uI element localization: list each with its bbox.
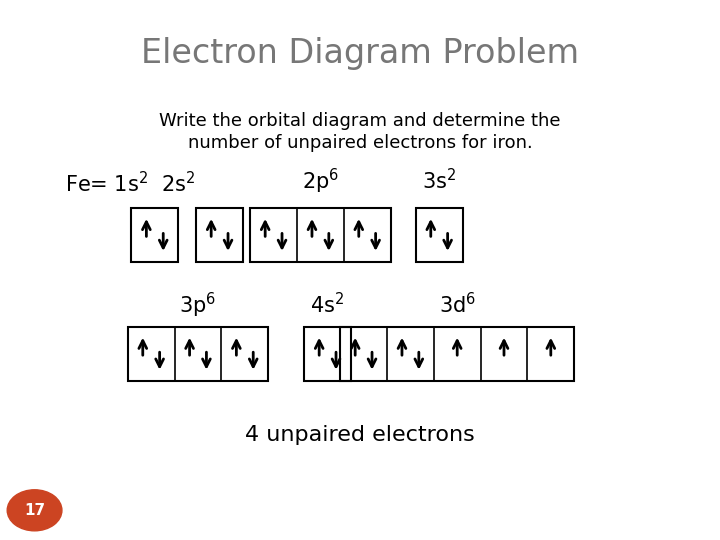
Text: 3s$^2$: 3s$^2$: [422, 168, 456, 193]
Text: 3d$^6$: 3d$^6$: [438, 293, 476, 318]
Bar: [128, 327, 269, 381]
Text: 4 unpaired electrons: 4 unpaired electrons: [245, 424, 475, 445]
Bar: [132, 208, 179, 262]
Text: 3p$^6$: 3p$^6$: [179, 291, 217, 320]
Circle shape: [7, 490, 62, 531]
Text: 17: 17: [24, 503, 45, 518]
Bar: [304, 327, 351, 381]
Text: Electron Diagram Problem: Electron Diagram Problem: [141, 37, 579, 71]
Text: Write the orbital diagram and determine the: Write the orbital diagram and determine …: [159, 112, 561, 131]
Text: number of unpaired electrons for iron.: number of unpaired electrons for iron.: [188, 134, 532, 152]
Bar: [251, 208, 391, 262]
Bar: [341, 327, 575, 381]
Bar: [196, 208, 243, 262]
Text: 2p$^6$: 2p$^6$: [302, 166, 339, 195]
Text: Fe= 1s$^2$  2s$^2$: Fe= 1s$^2$ 2s$^2$: [65, 171, 196, 196]
Text: 4s$^2$: 4s$^2$: [310, 293, 345, 318]
Bar: [416, 208, 463, 262]
